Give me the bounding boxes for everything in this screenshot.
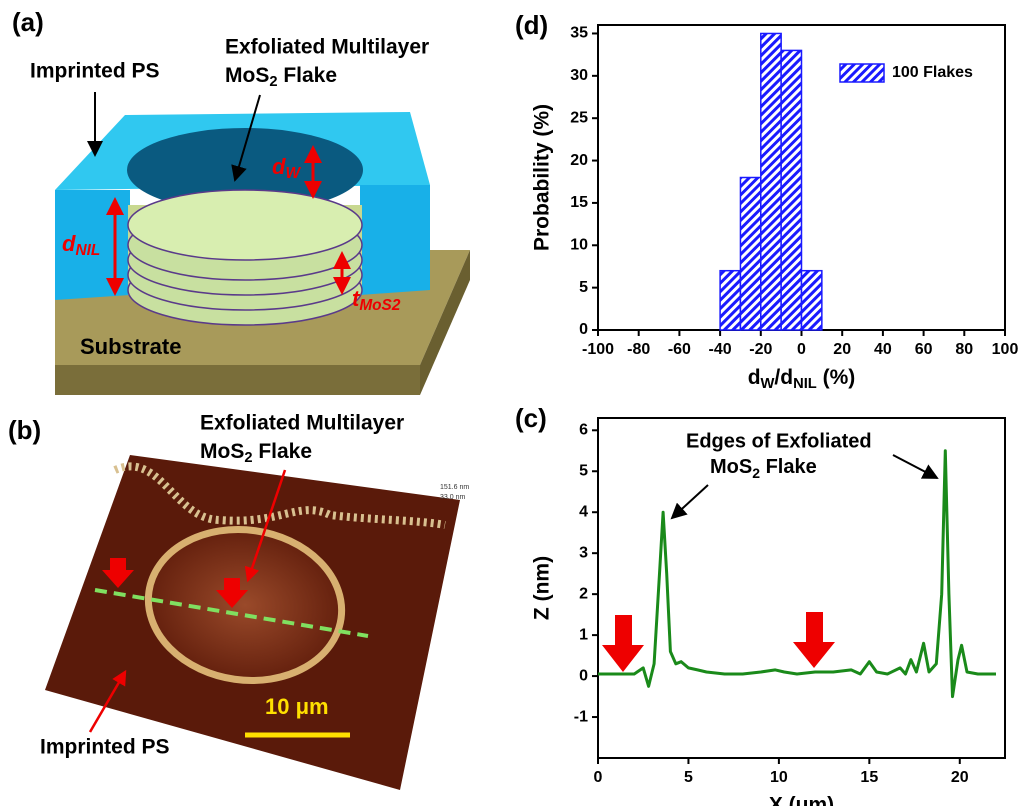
x-label-part: (%) — [817, 366, 856, 389]
annotation: Edges of Exfoliated — [686, 430, 872, 452]
x-tick-label: 40 — [874, 341, 892, 358]
bar — [740, 178, 760, 331]
figure: (a) Imprinted PS Exfoliated Multilayer M… — [0, 0, 1023, 806]
x-tick-label: -100 — [582, 341, 614, 358]
y-tick-label: 4 — [579, 503, 588, 520]
line — [598, 451, 996, 697]
panel-label: (a) — [12, 7, 44, 37]
x-label-part: d — [748, 366, 761, 389]
red-arrow — [793, 612, 835, 668]
bar — [781, 50, 801, 330]
label: MoS2 Flake — [225, 64, 337, 90]
panel-label: (c) — [515, 403, 547, 433]
label: Substrate — [80, 334, 181, 359]
x-axis-label: dW/dNIL (%) — [748, 366, 856, 392]
y-tick-label: 15 — [570, 194, 588, 211]
panel-b: 10 μm 151.6 nm 33.0 nm (b) Exfoliated Mu… — [8, 412, 469, 790]
x-tick-label: 60 — [915, 341, 933, 358]
bar — [802, 271, 822, 330]
substrate-front — [55, 365, 420, 395]
panel-a: (a) Imprinted PS Exfoliated Multilayer M… — [12, 7, 470, 395]
x-tick-label: -20 — [749, 341, 772, 358]
red-arrow — [602, 615, 644, 672]
x-tick-label: 10 — [770, 769, 788, 786]
x-axis-label: X (um) — [769, 794, 834, 806]
afm-label: 33.0 nm — [440, 494, 465, 501]
x-label-part: NIL — [793, 376, 817, 392]
y-axis-label: Probability (%) — [531, 104, 554, 251]
y-tick-label: 25 — [570, 109, 588, 126]
x-tick-label: 20 — [951, 769, 969, 786]
arrow — [672, 485, 708, 518]
label: Imprinted PS — [40, 736, 170, 759]
y-tick-label: 5 — [579, 279, 588, 296]
y-tick-label: 3 — [579, 544, 588, 561]
x-tick-label: 0 — [797, 341, 806, 358]
x-tick-label: -80 — [627, 341, 650, 358]
x-tick-label: -40 — [709, 341, 732, 358]
bar — [720, 271, 740, 330]
y-tick-label: 20 — [570, 152, 588, 169]
label: Exfoliated Multilayer — [200, 412, 404, 435]
arrow — [893, 455, 937, 478]
y-tick-label: 6 — [579, 422, 588, 439]
x-tick-label: 80 — [955, 341, 973, 358]
y-tick-label: 30 — [570, 67, 588, 84]
y-tick-label: -1 — [574, 708, 588, 725]
x-tick-label: -60 — [668, 341, 691, 358]
x-label-part: /d — [774, 366, 793, 389]
bar — [761, 33, 781, 330]
annotation: MoS2 Flake — [710, 456, 817, 480]
scale-label: 10 μm — [265, 694, 329, 719]
y-tick-label: 10 — [570, 236, 588, 253]
panel-label: (d) — [515, 10, 548, 40]
panel-c-annotations: Edges of Exfoliated MoS2 Flake — [602, 430, 937, 672]
flake-layers — [128, 190, 362, 325]
label: Imprinted PS — [30, 60, 160, 83]
x-tick-label: 15 — [860, 769, 878, 786]
y-tick-label: 0 — [579, 321, 588, 338]
y-tick-label: 35 — [570, 25, 588, 42]
ps-right — [360, 185, 430, 295]
legend-swatch — [840, 64, 884, 82]
y-tick-label: 2 — [579, 585, 588, 602]
y-tick-label: 5 — [579, 462, 588, 479]
label: Exfoliated Multilayer — [225, 36, 429, 59]
afm-label: 151.6 nm — [440, 484, 469, 491]
x-tick-label: 5 — [684, 769, 693, 786]
y-tick-label: 1 — [579, 626, 588, 643]
x-tick-label: 0 — [594, 769, 603, 786]
panel-label: (b) — [8, 415, 41, 445]
legend-label: 100 Flakes — [892, 64, 973, 81]
y-axis-label: Z (nm) — [531, 556, 554, 620]
x-label-part: W — [761, 376, 775, 392]
label: MoS2 Flake — [200, 440, 312, 466]
x-tick-label: 100 — [992, 341, 1019, 358]
x-tick-label: 20 — [833, 341, 851, 358]
y-tick-label: 0 — [579, 667, 588, 684]
